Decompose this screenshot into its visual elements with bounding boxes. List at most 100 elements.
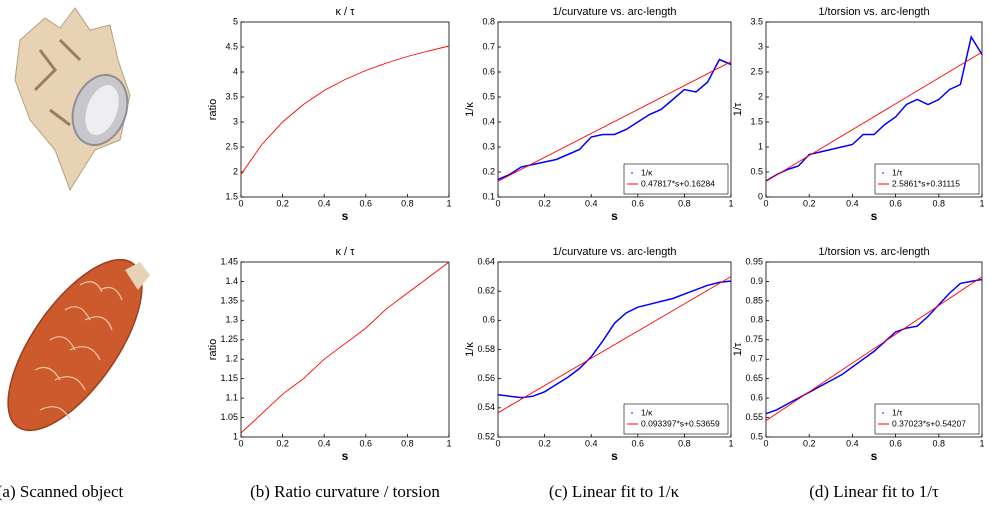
x-tick-label: 0 <box>763 438 768 448</box>
y-tick-label: 2 <box>758 91 763 101</box>
y-tick-label: 0.4 <box>482 116 495 126</box>
x-tick-label: 0.2 <box>276 438 289 448</box>
legend-label: 1/κ <box>641 167 653 177</box>
chart-title: 1/curvature vs. arc-length <box>552 6 676 18</box>
y-tick-label: 3.5 <box>750 16 763 26</box>
chart-title: 1/curvature vs. arc-length <box>552 246 676 258</box>
series-line <box>765 276 983 421</box>
plot-area <box>240 261 450 438</box>
x-axis-label: s <box>611 449 618 463</box>
chart-title: 1/torsion vs. arc-length <box>818 246 929 258</box>
y-tick-label: 1.4 <box>225 276 238 286</box>
x-axis-label: s <box>611 209 618 223</box>
caption: (a) Scanned object <box>0 482 124 501</box>
y-tick-label: 0.1 <box>482 191 495 201</box>
series-line <box>765 51 983 182</box>
y-tick-label: 0.8 <box>750 315 763 325</box>
chart-title: κ / τ <box>335 246 355 258</box>
y-tick-label: 0.85 <box>745 295 763 305</box>
legend-label: 1/τ <box>892 407 903 417</box>
legend-marker <box>882 172 884 174</box>
x-tick-label: 0.4 <box>585 438 598 448</box>
y-tick-label: 0.65 <box>745 373 763 383</box>
x-tick-label: 0.8 <box>401 198 414 208</box>
series-line <box>497 276 732 414</box>
y-axis-label: 1/κ <box>464 342 476 357</box>
x-tick-label: 0.8 <box>678 438 691 448</box>
x-tick-label: 0.4 <box>846 438 859 448</box>
legend-marker <box>631 412 633 414</box>
legend <box>623 163 729 195</box>
x-tick-label: 0.6 <box>889 198 902 208</box>
legend <box>874 403 980 435</box>
x-tick-label: 0 <box>495 438 500 448</box>
x-tick-label: 0.2 <box>803 438 816 448</box>
x-tick-label: 0.2 <box>276 198 289 208</box>
x-tick-label: 0.2 <box>803 198 816 208</box>
y-tick-label: 0.3 <box>482 141 495 151</box>
y-tick-label: 0.55 <box>745 412 763 422</box>
y-tick-label: 0.2 <box>482 166 495 176</box>
y-axis-label: 1/κ <box>464 102 476 117</box>
y-tick-label: 0.6 <box>750 392 763 402</box>
y-tick-label: 0.56 <box>477 373 495 383</box>
y-tick-label: 1.2 <box>225 354 238 364</box>
y-tick-label: 0.6 <box>482 66 495 76</box>
caption: (c) Linear fit to 1/κ <box>549 482 680 501</box>
y-tick-label: 0.95 <box>745 256 763 266</box>
data-line <box>240 261 450 434</box>
x-tick-label: 0.6 <box>889 438 902 448</box>
y-tick-label: 0.8 <box>482 16 495 26</box>
y-axis-label: ratio <box>207 339 219 360</box>
y-tick-label: 1.5 <box>225 191 238 201</box>
y-tick-label: 0 <box>758 191 763 201</box>
y-tick-label: 0.75 <box>745 334 763 344</box>
x-tick-label: 0 <box>763 198 768 208</box>
series-line <box>497 61 732 182</box>
y-axis-label: 1/τ <box>732 102 744 116</box>
x-tick-label: 0.6 <box>360 198 373 208</box>
y-tick-label: 4 <box>233 66 238 76</box>
y-tick-label: 1.25 <box>220 334 238 344</box>
x-tick-label: 0.8 <box>933 438 946 448</box>
x-tick-label: 0.2 <box>538 438 551 448</box>
x-axis-label: s <box>342 209 349 223</box>
y-tick-label: 0.5 <box>750 431 763 441</box>
y-tick-label: 1.1 <box>225 392 238 402</box>
y-tick-label: 2 <box>233 166 238 176</box>
legend <box>623 403 729 435</box>
legend-label: 1/τ <box>892 167 903 177</box>
x-tick-label: 0.8 <box>678 198 691 208</box>
x-tick-label: 1 <box>446 438 451 448</box>
x-tick-label: 0.4 <box>318 198 331 208</box>
y-axis-label: ratio <box>207 99 219 120</box>
x-axis-label: s <box>871 449 878 463</box>
y-tick-label: 1.3 <box>225 315 238 325</box>
y-tick-label: 1.15 <box>220 373 238 383</box>
pinecone-image <box>7 258 150 432</box>
legend-label: 0.093397*s+0.53659 <box>641 418 720 428</box>
y-tick-label: 0.5 <box>482 91 495 101</box>
legend-label: 2.5861*s+0.31115 <box>892 178 960 188</box>
x-tick-label: 1 <box>446 198 451 208</box>
y-tick-label: 0.54 <box>477 402 495 412</box>
y-tick-label: 0.5 <box>750 166 763 176</box>
series-line <box>497 280 732 399</box>
x-tick-label: 0.6 <box>632 438 645 448</box>
shell-image <box>14 7 131 192</box>
x-axis-label: s <box>871 209 878 223</box>
y-tick-label: 1.05 <box>220 412 238 422</box>
x-axis-label: s <box>342 449 349 463</box>
y-tick-label: 1 <box>758 141 763 151</box>
y-tick-label: 0.6 <box>482 315 495 325</box>
chart-title: κ / τ <box>335 6 355 18</box>
plot-area <box>765 261 983 438</box>
y-tick-label: 5 <box>233 16 238 26</box>
x-tick-label: 0.4 <box>846 198 859 208</box>
series-line <box>765 35 983 182</box>
x-tick-label: 1 <box>979 198 984 208</box>
x-tick-label: 0.6 <box>360 438 373 448</box>
y-tick-label: 3 <box>233 116 238 126</box>
x-tick-label: 0.6 <box>632 198 645 208</box>
